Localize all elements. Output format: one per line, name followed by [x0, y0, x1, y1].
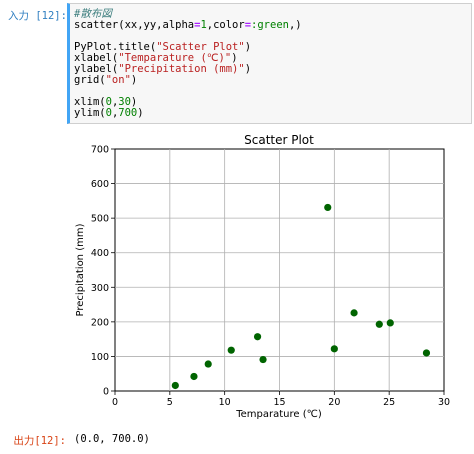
code-token: "on" [105, 74, 131, 86]
scatter-point [190, 372, 198, 381]
code-token: "Temparature (℃)" [118, 52, 232, 64]
y-tick-label: 100 [91, 352, 109, 363]
code-line: xlim(0,30) [74, 97, 137, 108]
code-token: "Precipitation (mm)" [118, 63, 245, 75]
scatter-point [253, 333, 262, 341]
x-tick-label: 20 [328, 397, 340, 408]
y-tick-label: 600 [91, 179, 109, 190]
code-token: grid( [74, 74, 106, 86]
code-token: "Scatter Plot" [156, 41, 245, 53]
input-prompt: 入力 [12]: [8, 10, 67, 22]
scatter-point [204, 360, 212, 368]
code-token: , [111, 96, 119, 108]
scatter-point [227, 346, 235, 354]
code-token: ylabel( [74, 63, 119, 75]
code-line: ylabel("Precipitation (mm)") [74, 64, 251, 75]
code-token: xlim( [74, 96, 106, 108]
scatter-point [259, 355, 267, 364]
plot-output: 0 5 10 15 20 25 30 0 100 200 300 400 500 600 700 Scatt… [67, 126, 472, 426]
chart-title: Scatter Plot [244, 133, 314, 147]
code-line: PyPlot.title("Scatter Plot") [74, 42, 251, 53]
y-tick-label: 500 [91, 214, 109, 225]
code-line: grid("on") [74, 75, 137, 86]
y-tick-label: 700 [91, 145, 109, 156]
scatter-point [330, 345, 338, 353]
code-token: ylim( [74, 107, 106, 119]
code-token: = [194, 19, 201, 31]
x-axis-label: Temparature (℃) [235, 409, 322, 420]
scatter-point [324, 203, 332, 212]
code-line: ylim(0,700) [74, 108, 144, 119]
code-token: = [244, 19, 252, 31]
code-token: ) [244, 41, 252, 53]
code-token: 1 [200, 19, 207, 31]
code-token: 30 [118, 96, 131, 108]
x-tick-label: 15 [273, 397, 285, 408]
code-token: PyPlot.title( [74, 41, 157, 53]
code-token: 0 [105, 107, 112, 119]
code-cell[interactable]: #散布図 scatter(xx,yy,alpha=1,color=:green,)… [67, 3, 472, 124]
scatter-point [422, 349, 431, 357]
code-line: scatter(xx,yy,alpha=1,color=:green,) [74, 20, 302, 31]
code-token: ) [244, 63, 252, 75]
y-tick-label: 400 [91, 248, 109, 259]
code-token: 700 [118, 107, 138, 119]
code-token: #散布図 [74, 8, 112, 20]
code-token: ,) [288, 19, 302, 31]
x-tick-label: 30 [438, 397, 450, 408]
x-tick-label: 10 [219, 397, 231, 408]
x-tick-label: 25 [383, 397, 395, 408]
code-line: #散布図 [74, 9, 112, 20]
code-token: ,color [206, 19, 245, 31]
y-tick-label: 0 [103, 387, 109, 398]
code-token: 0 [105, 96, 112, 108]
code-token: ) [130, 96, 138, 108]
code-token: xlabel( [74, 52, 119, 64]
code-token: ) [137, 107, 144, 119]
code-token: , [111, 107, 119, 119]
scatter-point [375, 320, 383, 328]
y-tick-label: 300 [91, 283, 109, 294]
scatter-point [386, 319, 394, 327]
scatter-point [350, 309, 358, 317]
code-token: ) [130, 74, 138, 86]
scatter-point [171, 381, 179, 390]
code-line: xlabel("Temparature (℃)") [74, 53, 238, 64]
x-tick-label: 5 [167, 397, 173, 408]
output-prompt: 出力[12]: [13, 435, 66, 447]
code-token: scatter(xx,yy,alpha [74, 19, 195, 31]
output-text: (0.0, 700.0) [74, 433, 150, 445]
x-tick-label: 0 [112, 397, 118, 408]
code-token: ) [231, 52, 238, 64]
y-axis-label: Precipitation (mm) [75, 223, 86, 316]
code-token: :green [251, 19, 289, 31]
y-tick-label: 200 [91, 317, 109, 328]
